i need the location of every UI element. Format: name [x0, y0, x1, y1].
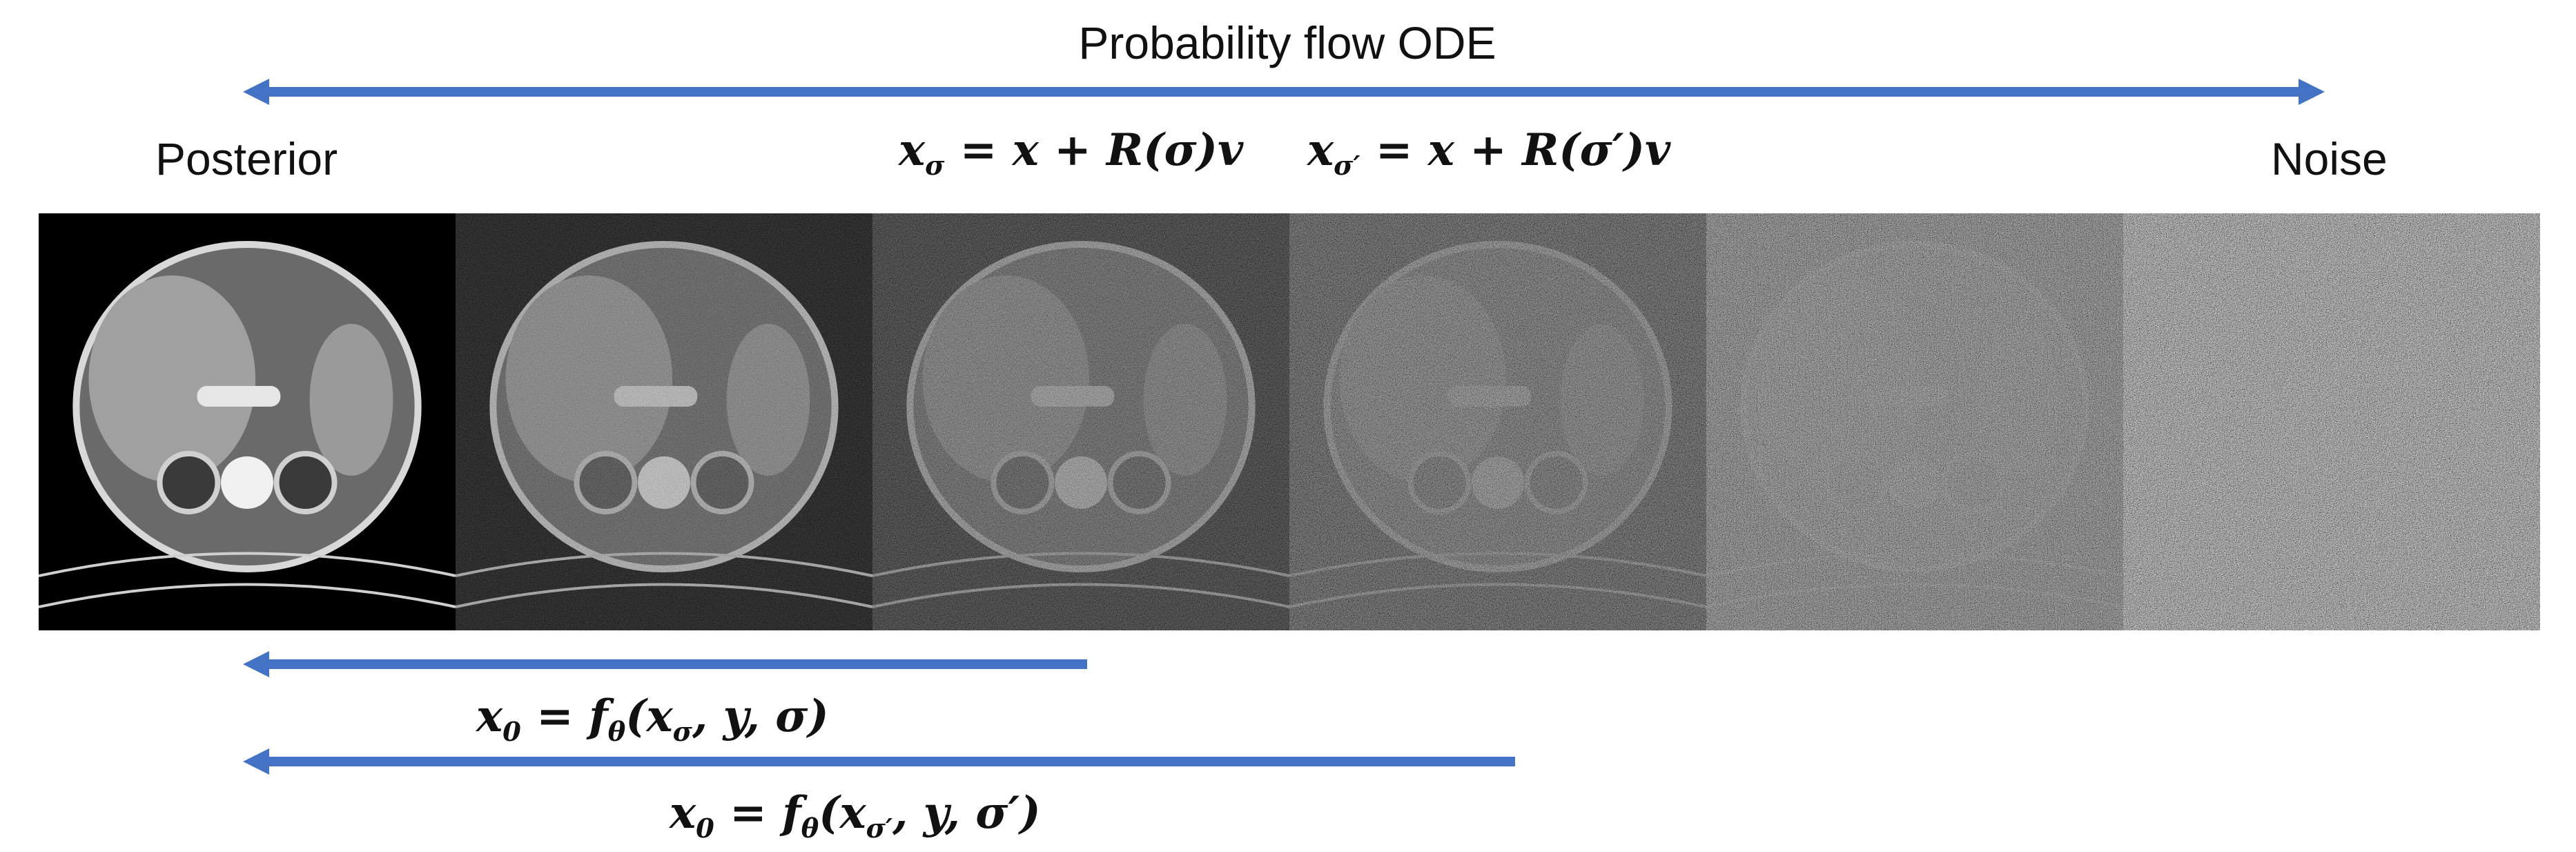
posterior-label: Posterior — [155, 133, 338, 184]
equation-denoise-sigma: x0 = fθ(xσ, y, σ) — [476, 690, 829, 748]
ct-panel-6 — [2123, 213, 2540, 630]
ct-panel-5 — [1706, 213, 2124, 630]
ct-noise-strip — [39, 213, 2540, 630]
ct-panel-4 — [1289, 213, 1707, 630]
ct-panel-1 — [39, 213, 456, 630]
equation-denoise-sigma-prime: x0 = fθ(xσ′, y, σ′) — [670, 787, 1041, 844]
ct-panel-2 — [455, 213, 873, 630]
denoise-arrow-sigma-prime — [243, 748, 1515, 775]
equation-forward-sigma-prime: xσ′ = x + R(σ′)v — [1307, 124, 1671, 182]
probability-flow-double-arrow — [243, 79, 2325, 105]
ct-panel-3 — [872, 213, 1290, 630]
noise-label: Noise — [2271, 133, 2388, 184]
diagram-title: Probability flow ODE — [1078, 17, 1496, 68]
denoise-arrow-sigma — [243, 651, 1087, 677]
equation-forward-sigma: xσ = x + R(σ)v — [899, 124, 1244, 182]
